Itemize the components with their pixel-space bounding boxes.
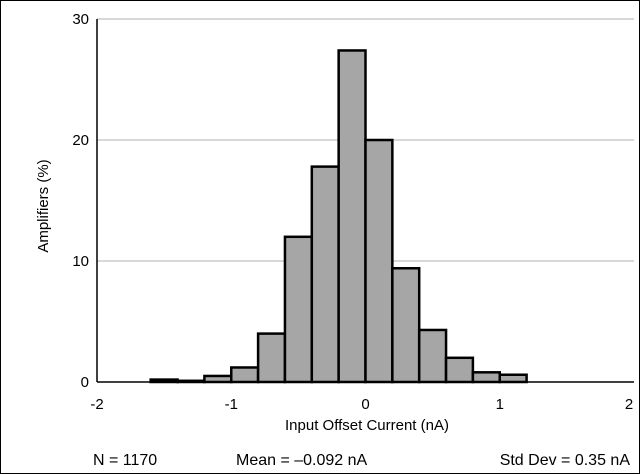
histogram-bar-4: [256, 332, 287, 384]
x-tick-label: 2: [625, 396, 633, 413]
histogram-bar-11: [444, 356, 475, 384]
histogram-bars: [149, 49, 528, 384]
stat-mean: Mean = –0.092 nA: [236, 452, 368, 469]
y-tick-label: 10: [72, 253, 89, 270]
x-tick-label: 1: [496, 396, 504, 413]
y-tick-label: 0: [81, 374, 89, 391]
x-tick-label: -2: [90, 396, 103, 413]
stat-n: N = 1170: [93, 452, 157, 469]
histogram-bar-5: [283, 235, 314, 384]
histogram-bar-9: [391, 267, 421, 384]
y-tick-label: 30: [72, 11, 89, 28]
x-tick-label: -1: [225, 396, 238, 413]
x-tick-label: 0: [361, 396, 369, 413]
tick-labels: 0 10 20 30 -2 -1 0 1 2: [72, 11, 633, 413]
y-tick-label: 20: [72, 132, 89, 149]
histogram-bar-3: [230, 366, 260, 384]
histogram-bar-7: [337, 49, 367, 384]
histogram-bar-13: [498, 373, 528, 384]
histogram-bar-2: [203, 374, 233, 384]
histogram-bar-6: [310, 165, 340, 384]
axes: [96, 19, 634, 383]
stat-std-dev: Std Dev = 0.35 nA: [500, 452, 631, 469]
histogram-bar-8: [364, 138, 394, 384]
y-axis-label: Amplifiers (%): [35, 159, 52, 252]
histogram-bar-12: [471, 371, 501, 384]
histogram-bar-10: [417, 328, 448, 384]
x-axis-label: Input Offset Current (nA): [285, 417, 449, 434]
